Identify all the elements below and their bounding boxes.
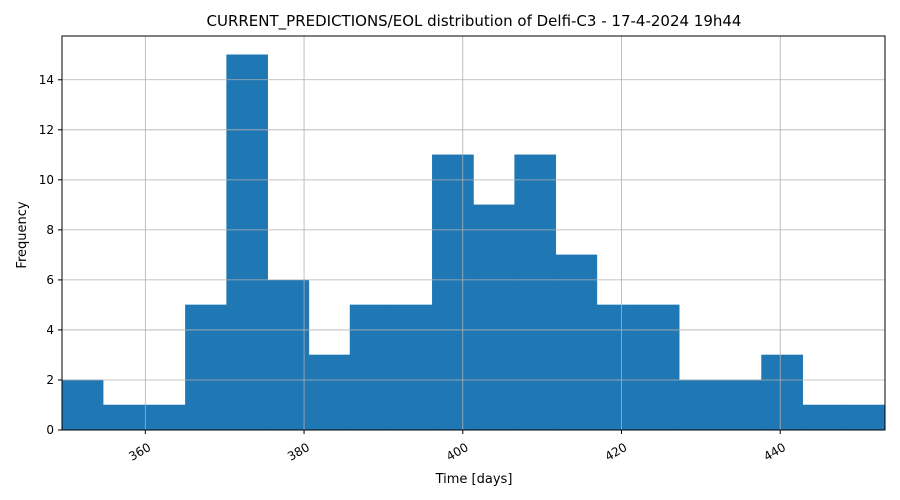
histogram-bar	[267, 279, 310, 431]
histogram-bar	[473, 204, 515, 431]
x-tick-label: 360	[126, 440, 153, 464]
chart-title: CURRENT_PREDICTIONS/EOL distribution of …	[207, 12, 742, 31]
histogram-bar	[596, 304, 639, 431]
y-tick-label: 14	[39, 73, 54, 87]
histogram-bar	[761, 354, 803, 431]
histogram-bar	[390, 304, 433, 431]
x-tick-label: 440	[761, 440, 788, 464]
histogram-bars	[61, 54, 886, 431]
y-tick-label: 10	[39, 173, 54, 187]
y-axis-label: Frequency	[15, 201, 30, 268]
x-tick-label: 400	[444, 440, 471, 464]
histogram-bar	[555, 254, 598, 431]
y-tick-label: 2	[46, 373, 54, 387]
histogram-bar	[144, 404, 186, 431]
histogram-bar	[678, 379, 721, 431]
y-tick-label: 8	[46, 223, 54, 237]
y-tick-label: 12	[39, 123, 54, 137]
y-tick-label: 6	[46, 273, 54, 287]
histogram-bar	[637, 304, 680, 431]
histogram-bar	[432, 154, 474, 431]
histogram-bar	[102, 404, 145, 431]
histogram-bar	[226, 54, 268, 431]
histogram-bar	[308, 354, 351, 431]
y-tick-label: 0	[46, 423, 54, 437]
axes	[58, 35, 886, 434]
x-tick-label: 380	[285, 440, 312, 464]
histogram-bar	[514, 154, 557, 431]
histogram-bar	[185, 304, 227, 431]
histogram-bar	[61, 379, 104, 431]
histogram-bar	[349, 304, 392, 431]
x-axis-label: Time [days]	[435, 472, 513, 487]
histogram-bar	[720, 379, 762, 431]
histogram-bar	[843, 404, 886, 431]
histogram-bar	[802, 404, 845, 431]
x-tick-label: 420	[603, 440, 630, 464]
y-tick-label: 4	[46, 323, 54, 337]
plot-frame	[61, 35, 886, 431]
